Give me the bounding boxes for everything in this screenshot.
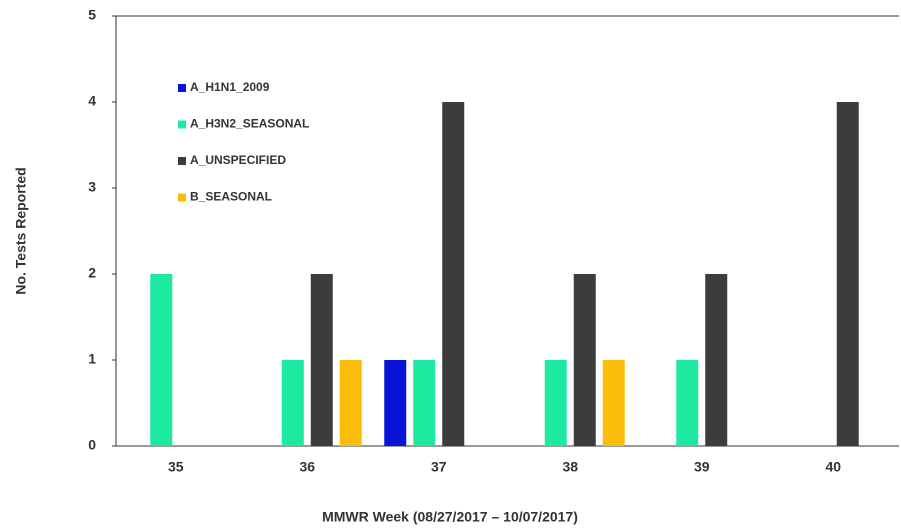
- y-tick-label: 2: [88, 265, 96, 281]
- bar: [339, 360, 362, 446]
- y-tick-label: 0: [88, 437, 96, 453]
- legend-label: A_H3N2_SEASONAL: [190, 117, 309, 131]
- bar: [544, 360, 567, 446]
- legend-swatch: [178, 157, 186, 165]
- legend-swatch: [178, 193, 186, 202]
- x-tick-label: 39: [694, 459, 710, 475]
- x-tick-label: 35: [168, 459, 184, 475]
- x-tick-label: 36: [299, 459, 315, 475]
- legend-label: B_SEASONAL: [190, 190, 272, 204]
- y-tick-label: 3: [88, 179, 96, 195]
- y-tick-label: 5: [88, 7, 96, 23]
- bar: [150, 274, 173, 446]
- legend-label: A_UNSPECIFIED: [190, 153, 286, 167]
- legend-swatch: [178, 120, 186, 129]
- x-tick-label: 37: [431, 459, 447, 475]
- legend-swatch: [178, 84, 186, 92]
- y-tick-label: 1: [88, 351, 96, 367]
- x-tick-label: 38: [562, 459, 578, 475]
- bar: [442, 102, 465, 446]
- bar: [413, 360, 436, 446]
- bar: [310, 274, 333, 446]
- y-tick-label: 4: [88, 93, 96, 109]
- bar: [705, 274, 728, 446]
- bar: [602, 360, 625, 446]
- x-tick-label: 40: [825, 459, 841, 475]
- bar: [573, 274, 596, 446]
- bar: [281, 360, 304, 446]
- bar: [384, 360, 407, 446]
- bar: [676, 360, 699, 446]
- bar: [836, 102, 859, 446]
- x-axis-label: MMWR Week (08/27/2017 – 10/07/2017): [322, 509, 578, 525]
- legend-label: A_H1N1_2009: [190, 80, 270, 94]
- y-axis-label: No. Tests Reported: [13, 167, 29, 294]
